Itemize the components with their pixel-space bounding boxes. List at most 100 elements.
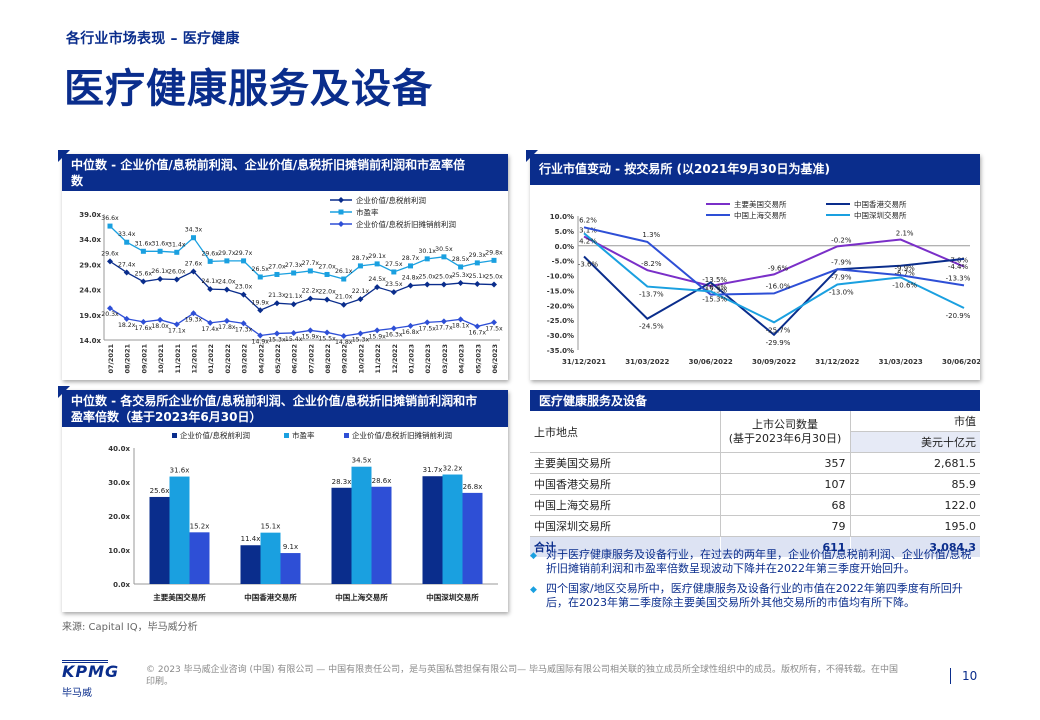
- data-point: [157, 316, 164, 323]
- x-tick-label: 11/2021: [174, 344, 182, 374]
- total-count: 611: [719, 536, 850, 557]
- y-tick-label: -20.0%: [547, 302, 574, 310]
- data-point: [157, 276, 164, 283]
- data-point: [123, 269, 130, 276]
- data-label: 24.1x: [201, 278, 219, 285]
- data-point: [273, 330, 280, 337]
- col-count-line1: 上市公司数量: [752, 417, 818, 431]
- table-row: 主要美国交易所 357 2,681.5: [530, 452, 980, 474]
- legend-label: 主要美国交易所: [734, 199, 787, 209]
- data-point: [240, 291, 247, 298]
- bar-label: 34.5x: [352, 457, 372, 465]
- data-label: 19.3x: [185, 316, 203, 323]
- data-label: 21.0x: [335, 294, 353, 301]
- data-label: 27.5x: [385, 261, 403, 268]
- data-point: [390, 325, 397, 332]
- data-point: [340, 332, 347, 339]
- row-cap: 2,681.5: [849, 452, 980, 474]
- row-cap: 85.9: [849, 473, 980, 495]
- y-tick-label: -15.0%: [547, 287, 574, 295]
- exchange-multiples-title: 中位数 - 各交易所企业价值/息税前利润、企业价值/息税折旧摊销前利润和市盈率倍…: [62, 390, 508, 427]
- data-label: 30.5x: [435, 246, 453, 253]
- y-tick-label: 14.0x: [79, 337, 101, 345]
- data-label: 17.8x: [218, 324, 236, 331]
- x-tick-label: 09/2022: [341, 344, 349, 374]
- x-tick-label: 31/12/2021: [562, 358, 606, 366]
- y-tick-label: 0.0%: [555, 243, 574, 251]
- exchange-multiples-chart: 40.0x 30.0x 20.0x 10.0x 0.0x 企业价值/息税前利润 市盈率 企业价…: [108, 430, 498, 602]
- x-tick-label: 07/2022: [307, 344, 315, 374]
- bar: [260, 532, 281, 584]
- data-label: 25.0x: [418, 274, 436, 281]
- x-tick-label: 主要美国交易所: [153, 592, 206, 602]
- col-count-header: 上市公司数量 (基于2023年6月30日): [719, 411, 850, 453]
- page-divider: [950, 668, 951, 684]
- row-count: 68: [719, 494, 850, 516]
- legend-marker: [338, 197, 344, 203]
- data-label: -0.2%: [831, 236, 852, 244]
- data-label: -13.5%: [702, 276, 727, 284]
- series-line: [583, 235, 965, 288]
- data-label: 27.3x: [285, 262, 303, 269]
- data-label: 33.4x: [118, 231, 136, 238]
- data-label: 25.0x: [435, 274, 453, 281]
- y-tick-label: 29.0x: [79, 261, 101, 269]
- data-point: [173, 276, 180, 283]
- data-label: 2.1%: [896, 230, 914, 238]
- data-label: 15.4x: [285, 336, 303, 343]
- bar: [169, 476, 190, 584]
- x-tick-label: 01/2022: [207, 344, 215, 374]
- data-point: [290, 329, 297, 336]
- data-label: -24.5%: [639, 323, 664, 331]
- y-tick-label: -10.0%: [547, 273, 574, 281]
- legend-label: 企业价值/息税折旧摊销前利润: [356, 219, 456, 229]
- bar-label: 15.1x: [261, 523, 281, 531]
- commentary-bullet: ◆ 对于医疗健康服务及设备行业，在过去的两年里，企业价值/息税前利润、企业价值/…: [530, 548, 980, 576]
- multiples-trend-panel: 中位数 - 企业价值/息税前利润、企业价值/息税折旧摊销前利润和市盈率倍数 39…: [58, 150, 508, 380]
- commentary-bullet: ◆ 四个国家/地区交易所中，医疗健康服务及设备行业的市值在2022年第四季度有所…: [530, 582, 980, 610]
- data-label: 24.0x: [218, 279, 236, 286]
- data-label: 36.6x: [101, 215, 119, 222]
- row-location: 中国上海交易所: [530, 494, 720, 516]
- total-location: 合计: [530, 536, 720, 557]
- data-point: [457, 280, 464, 287]
- data-label: 16.3x: [385, 331, 403, 338]
- data-point: [207, 286, 214, 293]
- data-label: 23.0x: [235, 284, 253, 291]
- data-point: [174, 249, 180, 255]
- panel-corner: [58, 150, 70, 162]
- data-point: [107, 305, 113, 312]
- series-line: [583, 232, 965, 324]
- data-point: [491, 319, 497, 326]
- bar: [351, 466, 372, 584]
- bar-label: 28.3x: [332, 478, 352, 486]
- market-cap-chart: 10.0% 5.0% 0.0% -5.0% -10.0% -15.0% -20.0% -25.…: [547, 199, 980, 366]
- bar: [280, 553, 301, 584]
- data-label: 15.3x: [352, 336, 370, 343]
- data-point: [273, 300, 280, 307]
- x-tick-label: 07/2021: [107, 344, 115, 374]
- legend-marker: [338, 221, 344, 227]
- data-label: 28.7x: [402, 255, 420, 262]
- multiples-trend-chart: 39.0x 34.0x 29.0x 24.0x 19.0x 14.0x 07/2021 08/…: [79, 195, 503, 374]
- page-title: 医疗健康服务及设备: [64, 66, 433, 112]
- data-label: 22.2x: [302, 288, 320, 295]
- data-point: [173, 321, 180, 328]
- x-tick-label: 03/2023: [441, 344, 449, 374]
- data-label: -8.2%: [641, 260, 662, 268]
- y-tick-label: 34.0x: [79, 236, 101, 244]
- x-tick-label: 30/06/2023: [942, 358, 980, 366]
- bar-label: 32.2x: [443, 465, 463, 473]
- data-point: [107, 223, 113, 229]
- data-point: [491, 281, 497, 288]
- data-label: 18.2x: [118, 322, 136, 329]
- data-point: [307, 327, 314, 334]
- data-label: 17.7x: [435, 324, 453, 331]
- multiples-trend-title: 中位数 - 企业价值/息税前利润、企业价值/息税折旧摊销前利润和市盈率倍数: [62, 154, 508, 191]
- data-point: [224, 258, 230, 264]
- data-point: [324, 329, 331, 336]
- y-tick-label: 20.0x: [108, 513, 130, 521]
- table-row: 中国上海交易所 68 122.0: [530, 494, 980, 516]
- x-tick-label: 31/03/2022: [625, 358, 669, 366]
- data-label: -7.9%: [831, 258, 852, 266]
